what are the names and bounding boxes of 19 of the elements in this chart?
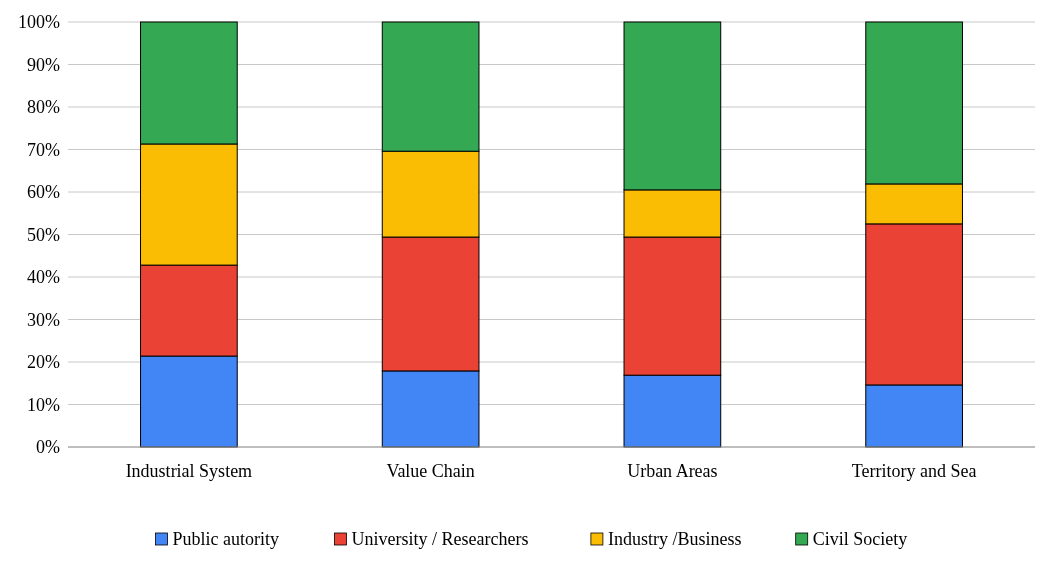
legend-label: University / Researchers (351, 529, 529, 549)
y-tick-label: 100% (18, 12, 60, 33)
y-tick-label: 70% (27, 139, 60, 160)
x-tick-label: Territory and Sea (851, 461, 977, 481)
y-tick-label: 20% (27, 352, 60, 373)
legend-label: Public autority (172, 529, 279, 549)
y-tick-label: 10% (27, 394, 60, 415)
legend-label: Industry /Business (607, 529, 742, 549)
x-tick-label: Urban Areas (627, 461, 718, 481)
x-tick-label: Value Chain (386, 461, 475, 481)
y-tick-label: 80% (27, 97, 60, 118)
x-tick-label: Industrial System (125, 461, 253, 481)
legend-label: Civil Society (812, 529, 908, 549)
y-tick-label: 30% (27, 309, 60, 330)
y-tick-label: 90% (27, 54, 60, 75)
y-tick-label: 0% (36, 437, 60, 458)
y-tick-label: 40% (27, 267, 60, 288)
y-tick-label: 50% (27, 224, 60, 245)
y-tick-label: 60% (27, 182, 60, 203)
